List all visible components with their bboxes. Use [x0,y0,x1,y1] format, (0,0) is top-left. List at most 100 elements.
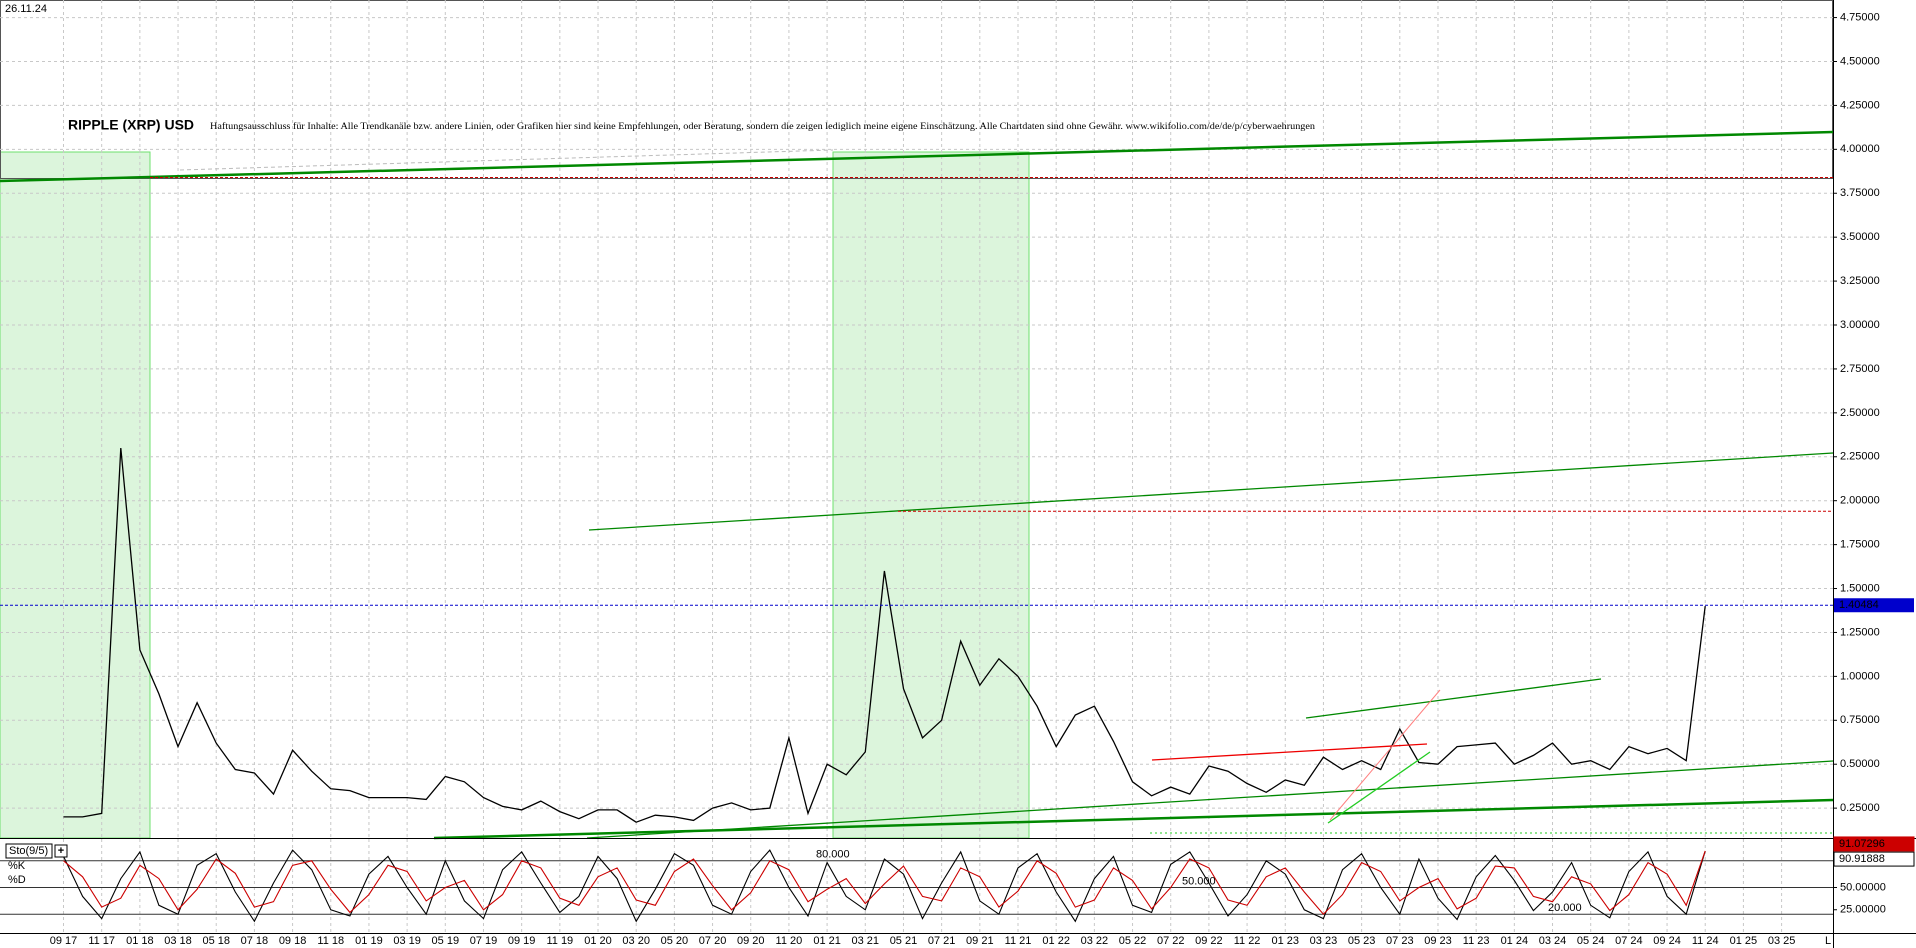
trendline [586,760,1834,839]
x-tick-label: 03 25 [1768,935,1796,947]
x-tick-label: 07 21 [928,935,956,947]
y-tick-label: 2.50000 [1840,407,1880,419]
x-tick-label: 01 24 [1501,935,1529,947]
y-tick-label: 50.00000 [1840,881,1886,893]
x-tick-label: 11 19 [546,935,573,947]
x-tick-label: 03 22 [1081,935,1109,947]
x-tick-label: 11 23 [1463,935,1490,947]
x-tick-label: 01 21 [813,935,841,947]
x-tick-label: 01 22 [1042,935,1070,947]
trendline [1305,678,1602,719]
legend-entry: %K [8,860,26,872]
trendline [1151,743,1428,761]
trendline [588,452,1834,531]
disclaimer: Haftungsausschluss für Inhalte: Alle Tre… [210,121,1315,132]
last-value-tag [1833,836,1915,852]
price-line [63,447,1706,823]
y-tick-label: 4.25000 [1840,99,1880,111]
highlight-zone [832,151,1030,839]
y-tick-label: 0.50000 [1840,758,1880,770]
x-tick-label: 09 22 [1195,935,1223,947]
expand-icon: + [58,845,64,857]
x-tick-label: 03 19 [393,935,421,947]
y-tick-label: 0.75000 [1840,714,1880,726]
x-tick-label: 09 19 [508,935,536,947]
y-tick-label: 3.00000 [1840,319,1880,331]
level-label: 80.000 [816,849,850,861]
y-tick-label: 2.75000 [1840,363,1880,375]
y-tick-label: 3.25000 [1840,275,1880,287]
x-tick-label: 05 20 [661,935,689,947]
y-tick-label: 1.75000 [1840,539,1880,551]
x-tick-label: 01 18 [126,935,154,947]
indicator-title: Sto(9/5) [9,845,48,857]
legend-entry: %D [8,874,26,886]
y-tick-label: 2.00000 [1840,495,1880,507]
x-tick-label: 07 23 [1386,935,1414,947]
y-tick-label: 1.25000 [1840,626,1880,638]
x-tick-label: 11 17 [88,935,115,947]
x-tick-label: 09 23 [1424,935,1452,947]
chart-title: RIPPLE (XRP) USD [68,117,194,133]
last-value-tag [1833,851,1915,867]
x-tick-label: 03 21 [852,935,880,947]
series-line [63,850,1706,916]
y-tick-label: 4.75000 [1840,11,1880,23]
y-tick-label: 4.50000 [1840,55,1880,67]
y-tick-label: 3.75000 [1840,187,1880,199]
expand-button[interactable] [54,844,68,858]
trendline [179,149,834,171]
y-tick-label: 0.25000 [1840,802,1880,814]
x-end-label: L [1825,935,1831,947]
y-tick-label: 25.00000 [1840,904,1886,916]
x-tick-label: 09 18 [279,935,307,947]
x-tick-label: 07 24 [1615,935,1643,947]
last-value-tag [1834,598,1914,613]
x-tick-label: 01 25 [1730,935,1758,947]
y-tick-label: 1.00000 [1840,670,1880,682]
x-tick-label: 07 18 [241,935,269,947]
level-label: 20.000 [1548,902,1582,914]
x-tick-label: 05 18 [202,935,230,947]
y-tick-label: 3.50000 [1840,231,1880,243]
grid [0,0,1833,933]
x-tick-label: 01 20 [584,935,612,947]
x-tick-label: 11 18 [317,935,344,947]
x-tick-label: 11 24 [1692,935,1719,947]
y-tick-label: 1.50000 [1840,582,1880,594]
x-tick-label: 03 20 [622,935,650,947]
x-tick-label: 05 23 [1348,935,1376,947]
x-tick-label: 05 19 [432,935,460,947]
x-tick-label: 09 17 [50,935,78,947]
x-tick-label: 05 22 [1119,935,1147,947]
plot [63,447,1706,923]
last-value-label: 91.07296 [1839,838,1885,850]
x-tick-label: 11 22 [1234,935,1261,947]
x-tick-label: 01 19 [355,935,383,947]
x-tick-label: 03 18 [164,935,192,947]
x-tick-label: 07 22 [1157,935,1185,947]
indicator-box [5,843,53,859]
trendline [1327,751,1431,824]
trendline [1329,689,1441,821]
x-tick-label: 09 21 [966,935,994,947]
last-value-label: 1.40484 [1839,599,1879,611]
x-tick-label: 05 21 [890,935,918,947]
y-tick-label: 2.25000 [1840,451,1880,463]
x-tick-label: 07 19 [470,935,498,947]
x-tick-label: 09 20 [737,935,765,947]
date-label: 26.11.24 [5,3,47,15]
x-tick-label: 03 24 [1539,935,1567,947]
trendline [433,798,1834,840]
x-tick-label: 05 24 [1577,935,1605,947]
level-label: 50.000 [1182,875,1216,887]
y-tick-label: 4.00000 [1840,143,1880,155]
x-tick-label: 01 23 [1271,935,1299,947]
x-tick-label: 09 24 [1653,935,1681,947]
x-tick-label: 07 20 [699,935,727,947]
header-box [0,0,1833,179]
last-value-label: 90.91888 [1839,853,1885,865]
x-tick-label: 11 20 [776,935,803,947]
trendline [0,130,1834,183]
